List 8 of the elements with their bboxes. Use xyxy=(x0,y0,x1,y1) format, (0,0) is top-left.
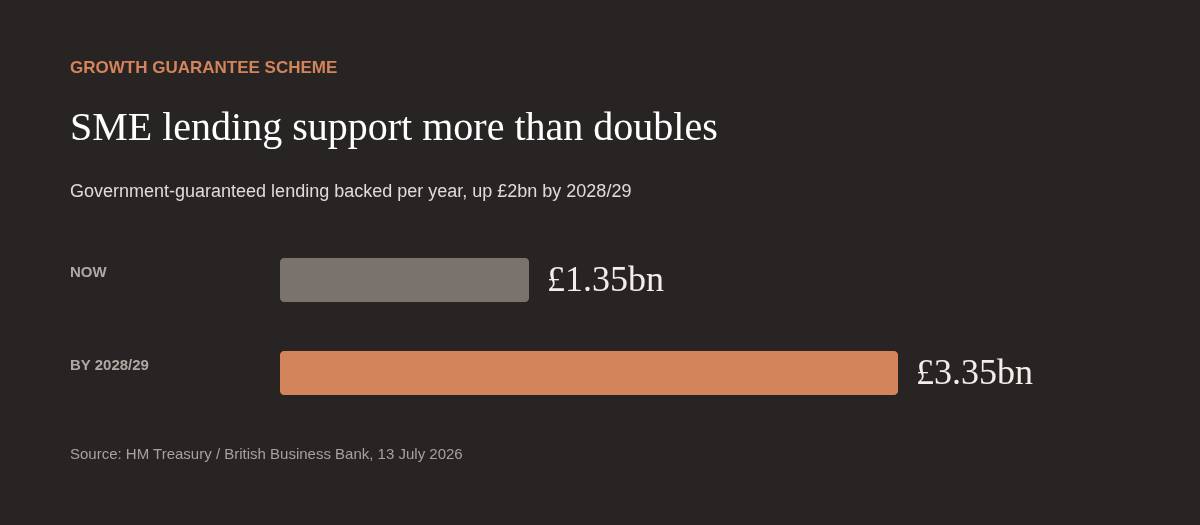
y-tick-label: NOW xyxy=(70,263,108,280)
data-label: £3.35bn xyxy=(916,352,1033,392)
y-tick-label: BY 2028/29 xyxy=(70,356,149,373)
data-label: £1.35bn xyxy=(547,259,665,299)
text: GROWTH GUARANTEE SCHEME xyxy=(70,58,338,77)
chart-subtitle: Government-guaranteed lending backed per year, up £2bn by 2028/29 xyxy=(70,181,632,201)
source-note: Source: HM Treasury / British Business Bank, 13 July 2026 xyxy=(70,445,463,462)
chart-title: SME lending support more than doubles xyxy=(70,104,718,149)
